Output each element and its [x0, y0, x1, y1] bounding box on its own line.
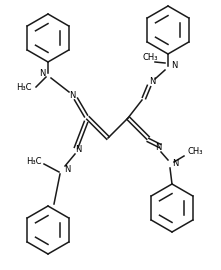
Text: N: N — [171, 62, 177, 70]
Text: N: N — [64, 166, 70, 174]
Text: N: N — [155, 143, 161, 153]
Text: N: N — [149, 77, 155, 86]
Text: N: N — [69, 90, 75, 100]
Text: CH₃: CH₃ — [142, 53, 158, 62]
Text: N: N — [75, 146, 81, 154]
Text: H₃C: H₃C — [27, 157, 42, 167]
Text: CH₃: CH₃ — [187, 147, 202, 157]
Text: N: N — [39, 69, 45, 77]
Text: N: N — [172, 160, 178, 168]
Text: H₃C: H₃C — [16, 83, 32, 93]
